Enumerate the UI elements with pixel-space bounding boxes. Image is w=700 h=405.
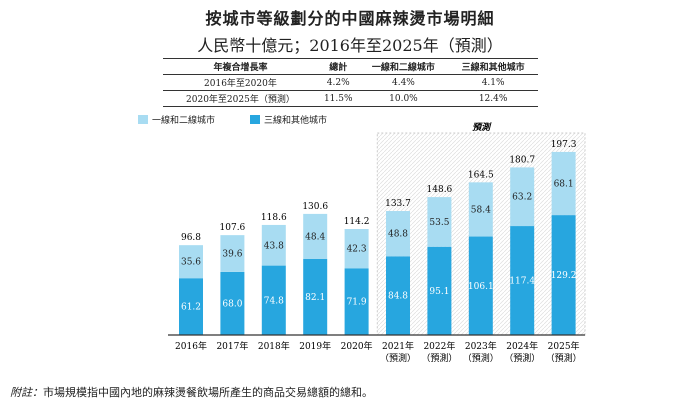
data-label: 117.4 (509, 277, 535, 287)
legend-swatch (250, 115, 260, 124)
legend-item-tier3: 三線和其他城市 (250, 113, 327, 126)
bar-segment (344, 229, 369, 269)
total-label: 133.7 (385, 199, 411, 209)
bar-segment (261, 224, 286, 266)
table-cell: 4.1% (448, 74, 538, 91)
data-label: 61.2 (181, 303, 201, 313)
table-cell: 10.0% (358, 90, 449, 107)
bar-segment (551, 215, 576, 335)
legend-label: 三線和其他城市 (264, 116, 328, 126)
data-label: 48.4 (305, 232, 325, 242)
legend-label: 一線和二線城市 (152, 116, 216, 126)
table-cell: 12.4% (448, 90, 538, 107)
bar-segment (303, 258, 328, 335)
x-tick-label: 2021年 (382, 340, 414, 352)
table-cell: 2020年至2025年（預測） (163, 90, 318, 107)
bar-segment (386, 211, 410, 257)
data-label: 68.1 (554, 180, 574, 190)
data-label: 68.0 (222, 299, 242, 309)
cagr-header: 年複合增長率 (163, 58, 318, 75)
data-label: 84.8 (388, 292, 408, 302)
bar-segment (510, 167, 535, 227)
total-label: 114.2 (344, 217, 370, 227)
total-label: 197.3 (551, 140, 577, 150)
total-label: 180.7 (509, 155, 535, 165)
table-cell: 4.2% (317, 74, 359, 91)
data-label: 48.8 (388, 230, 408, 240)
x-tick-label: 2024年 (506, 340, 538, 352)
bar-segment (468, 236, 493, 335)
x-tick-label: 2022年 (423, 340, 455, 352)
data-label: 58.4 (471, 205, 491, 215)
data-label: 39.6 (222, 250, 242, 260)
data-label: 74.8 (264, 296, 284, 306)
x-tick-sublabel: （預測） (380, 352, 416, 364)
bar-segment (220, 235, 245, 272)
cagr-table: 年複合增長率 總計 一線和二線城市 三線和其他城市 2016年至2020年 4.2% 4.… (163, 58, 538, 107)
x-tick-sublabel: （預測） (546, 352, 582, 364)
bar-segment (179, 278, 203, 335)
x-tick-label: 2017年 (216, 340, 248, 352)
x-tick-label: 2019年 (299, 340, 331, 352)
x-tick-sublabel: （預測） (504, 352, 540, 364)
data-label: 42.3 (347, 245, 367, 255)
subtitle: 人民幣十億元；2016年至2025年（預測） (197, 36, 503, 55)
bar-segment (261, 265, 286, 335)
bar-segment (303, 213, 328, 259)
legend-swatch (138, 115, 148, 124)
data-label: 129.2 (551, 271, 577, 281)
footnote-label: 附註： (10, 386, 43, 399)
total-label: 107.6 (220, 223, 246, 233)
data-label: 95.1 (429, 287, 449, 297)
footnote: 附註：市場規模指中國內地的麻辣燙餐飲場所產生的商品交易總額的總和。 (10, 384, 373, 400)
data-label: 82.1 (305, 293, 325, 303)
data-label: 63.2 (512, 193, 532, 203)
footnote-text: 市場規模指中國內地的麻辣燙餐飲場所產生的商品交易總額的總和。 (43, 386, 373, 399)
bar-segment (551, 151, 576, 216)
data-label: 43.8 (264, 241, 284, 251)
total-label: 164.5 (468, 170, 494, 180)
tier12-header: 一線和二線城市 (358, 58, 449, 75)
table-cell: 11.5% (317, 90, 359, 107)
data-label: 53.5 (429, 218, 449, 228)
bar-segment (427, 246, 452, 335)
bar-segment (427, 197, 452, 247)
forecast-label: 預測 (472, 122, 492, 133)
data-label: 71.9 (347, 298, 367, 308)
x-tick-label: 2018年 (258, 340, 290, 352)
bar-segment (510, 226, 535, 335)
total-label: 96.8 (181, 233, 201, 243)
x-tick-label: 2016年 (175, 340, 207, 352)
bar-segment (468, 182, 493, 237)
total-label: 118.6 (261, 213, 287, 223)
x-tick-label: 2025年 (548, 340, 580, 352)
bar-segment (179, 245, 203, 279)
total-header: 總計 (317, 58, 359, 75)
table-cell: 4.4% (358, 74, 449, 91)
table-cell: 2016年至2020年 (163, 74, 318, 91)
stacked-bar-chart: 預測 61.2 35.6 96.8 2016年 68.0 39.6 107.6 2017年 74.… (168, 122, 586, 364)
bar-segment (344, 268, 369, 335)
tier3-header: 三線和其他城市 (448, 58, 538, 75)
bar-segment (220, 271, 245, 335)
x-tick-label: 2020年 (341, 340, 373, 352)
x-tick-sublabel: （預測） (463, 352, 499, 364)
x-tick-label: 2023年 (465, 340, 497, 352)
total-label: 130.6 (302, 202, 328, 212)
page-title: 按城市等級劃分的中國麻辣燙市場明細 (205, 9, 495, 28)
x-tick-sublabel: （預測） (421, 352, 457, 364)
bar-segment (386, 256, 410, 335)
data-label: 106.1 (468, 282, 494, 292)
total-label: 148.6 (427, 185, 453, 195)
legend-item-tier12: 一線和二線城市 (138, 113, 215, 126)
data-label: 35.6 (181, 258, 201, 268)
